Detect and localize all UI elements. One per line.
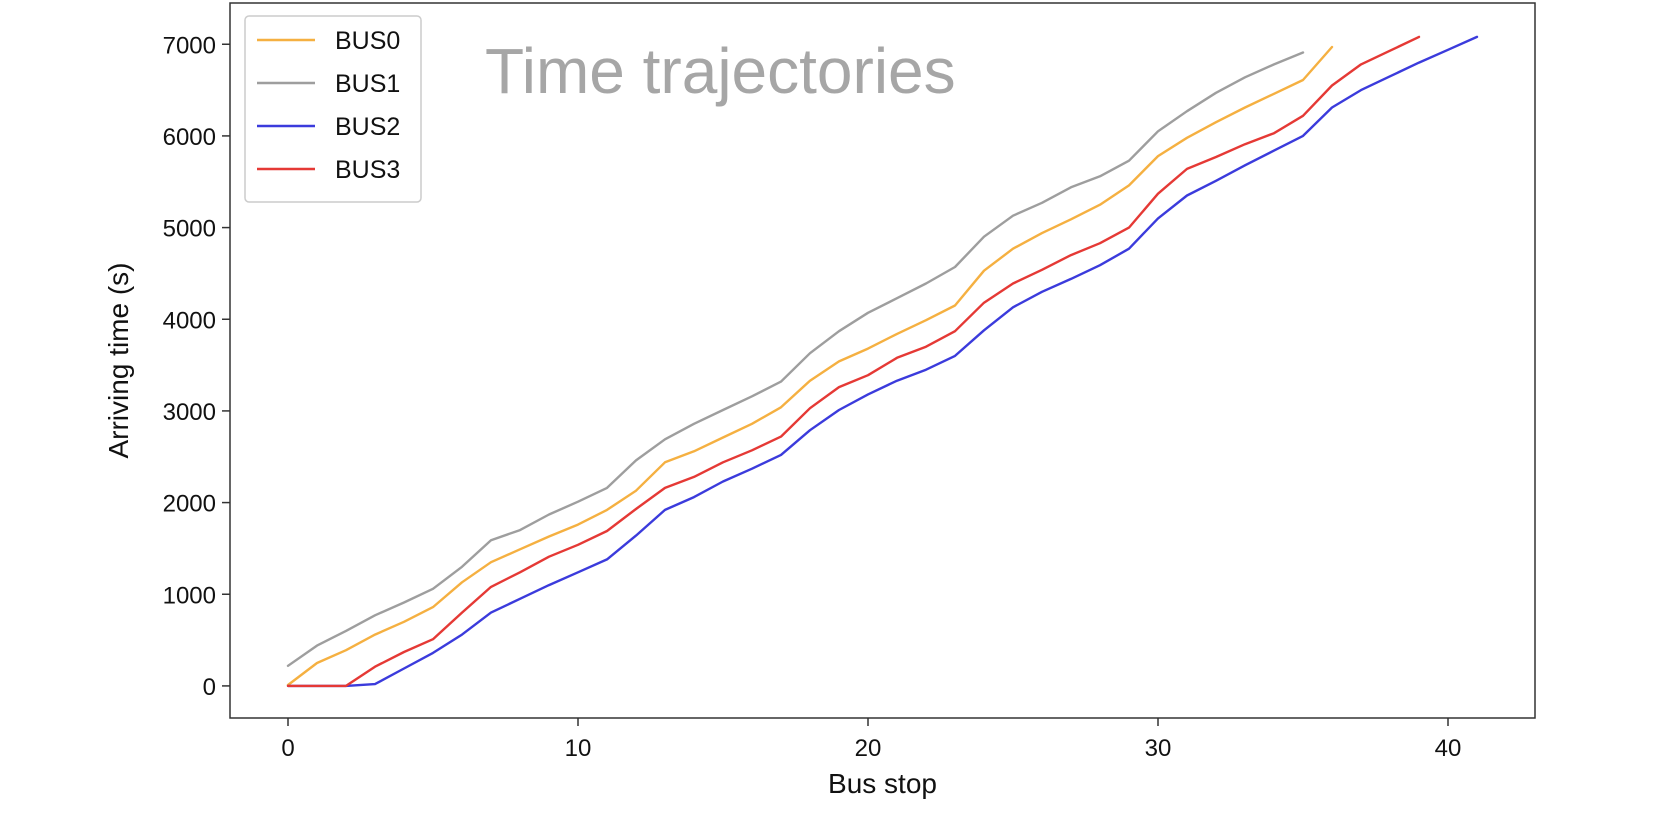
series-line-bus3 <box>286 35 1421 688</box>
y-tick-label: 1000 <box>163 582 216 609</box>
plot-frame <box>229 2 1536 719</box>
y-tick-label: 2000 <box>163 491 216 518</box>
legend-entry: BUS2 <box>335 113 400 141</box>
x-tick-label: 10 <box>565 735 592 762</box>
x-tick-label: 40 <box>1435 735 1462 762</box>
x-tick-label: 30 <box>1145 735 1172 762</box>
y-tick-label: 7000 <box>163 32 216 59</box>
x-axis: 0 10 20 30 40 <box>281 718 1461 762</box>
y-tick-label: 3000 <box>163 399 216 426</box>
legend-box <box>244 15 422 203</box>
chart-title: Time trajectories <box>485 35 956 107</box>
series-line-bus2 <box>286 35 1479 688</box>
legend-entry: BUS0 <box>335 27 400 55</box>
y-tick-label: 0 <box>203 674 216 701</box>
series-line-bus1 <box>286 51 1305 667</box>
legend-entry: BUS1 <box>335 70 400 98</box>
y-tick-label: 6000 <box>163 124 216 151</box>
legend-entry: BUS3 <box>335 156 400 184</box>
plot-area <box>286 35 1479 688</box>
x-tick-label: 0 <box>281 735 294 762</box>
y-tick-label: 4000 <box>163 307 216 334</box>
legend: BUS0 BUS1 BUS2 BUS3 <box>244 15 422 203</box>
x-tick-label: 20 <box>855 735 882 762</box>
y-axis: 0 1000 2000 3000 4000 5000 6000 7000 <box>163 32 230 701</box>
y-tick-label: 5000 <box>163 216 216 243</box>
series-line-bus0 <box>286 45 1334 687</box>
x-axis-label: Bus stop <box>828 768 937 799</box>
y-axis-label: Arriving time (s) <box>103 262 134 458</box>
